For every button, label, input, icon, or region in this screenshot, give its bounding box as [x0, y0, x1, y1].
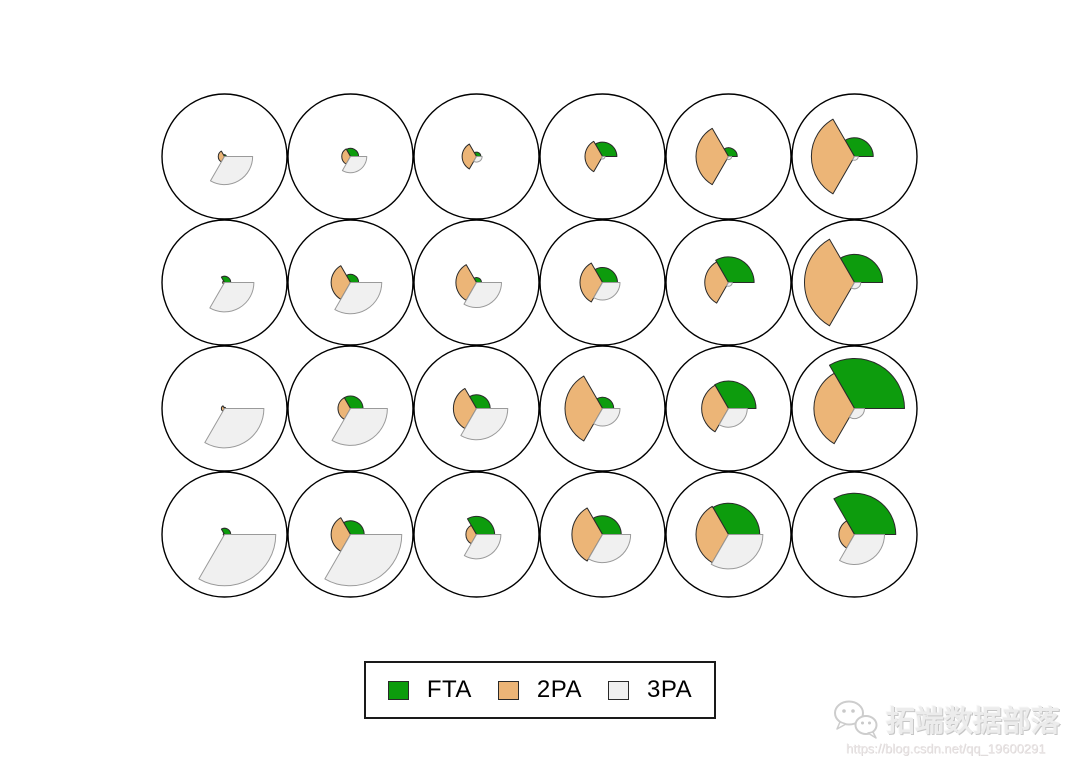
watermark-brand: 拓端数据部落 [886, 706, 1061, 738]
sector-2pa [695, 505, 729, 564]
rose-cell-r3-c4 [539, 345, 666, 472]
sector-2pa [704, 261, 729, 304]
sector-2pa [330, 265, 351, 300]
rose-cell-r2-c3 [413, 219, 540, 346]
rose-cell-r1-c3 [413, 93, 540, 220]
rose-cell-r2-c4 [539, 219, 666, 346]
sector-3pa [710, 534, 764, 570]
3pa-swatch-icon [608, 680, 630, 700]
sector-3pa [334, 282, 383, 315]
legend-label-3pa: 3PA [647, 676, 693, 703]
sector-3pa [726, 156, 733, 161]
sector-2pa [701, 384, 729, 433]
sector-2pa [564, 375, 603, 442]
rose-cell-r4-c6 [791, 471, 918, 598]
sector-2pa [571, 507, 603, 562]
rose-cell-r1-c4 [539, 93, 666, 220]
fta-swatch-icon [387, 680, 409, 700]
rose-cell-r4-c5 [665, 471, 792, 598]
sector-3pa [587, 534, 632, 564]
rose-cell-r1-c1 [161, 93, 288, 220]
rose-cell-r3-c6 [791, 345, 918, 472]
sector-3pa [849, 408, 865, 419]
sector-3pa [473, 156, 483, 163]
legend-item-2pa: 2PA [497, 676, 583, 704]
2pa-swatch-icon [497, 680, 519, 700]
sector-3pa [204, 408, 265, 449]
sector-2pa [804, 238, 855, 327]
sector-2pa [584, 140, 603, 173]
sector-3pa [839, 534, 885, 565]
rose-cell-r3-c5 [665, 345, 792, 472]
sector-2pa [455, 264, 477, 301]
sector-3pa [209, 282, 255, 313]
rose-cell-r4-c2 [287, 471, 414, 598]
sector-3pa [852, 156, 859, 161]
sector-3pa [600, 156, 606, 160]
sector-3pa [463, 534, 502, 560]
rose-cell-r3-c2 [287, 345, 414, 472]
sector-3pa [331, 408, 388, 446]
rose-cell-r3-c3 [413, 345, 540, 472]
sector-fta [829, 358, 905, 409]
rose-cell-r1-c6 [791, 93, 918, 220]
sector-3pa [463, 282, 502, 308]
sector-3pa [341, 156, 368, 174]
wechat-icon [834, 700, 878, 739]
sector-2pa [813, 372, 855, 445]
sector-fta [712, 502, 761, 535]
sector-2pa [461, 143, 477, 170]
watermark-url: https://blog.csdn.net/qq_19600291 [846, 741, 1046, 756]
sector-2pa [810, 118, 855, 195]
sector-3pa [593, 282, 621, 301]
sector-3pa [324, 534, 403, 587]
rose-cell-r2-c5 [665, 219, 792, 346]
rose-cell-r4-c3 [413, 471, 540, 598]
legend-item-fta: FTA [387, 676, 472, 704]
rose-cell-r2-c1 [161, 219, 288, 346]
legend-item-3pa: 3PA [608, 676, 692, 704]
rose-cell-r2-c6 [791, 219, 918, 346]
rose-cell-r4-c1 [161, 471, 288, 598]
sector-3pa [718, 408, 748, 428]
sector-2pa [330, 517, 351, 552]
rose-cell-r3-c1 [161, 345, 288, 472]
rose-cell-r1-c5 [665, 93, 792, 220]
sector-2pa [452, 387, 477, 430]
rose-cell-r1-c2 [287, 93, 414, 220]
sector-2pa [695, 127, 729, 186]
sector-3pa [209, 156, 254, 186]
legend-label-fta: FTA [426, 676, 472, 703]
sector-3pa [850, 282, 862, 290]
watermark: 拓端数据部落 https://blog.csdn.net/qq_19600291 [832, 698, 1078, 756]
sector-2pa [838, 520, 855, 549]
chart-legend: FTA 2PA 3PA [364, 661, 716, 719]
sector-3pa [198, 534, 277, 587]
legend-label-2pa: 2PA [536, 676, 583, 703]
sector-3pa [460, 408, 509, 441]
rose-cell-r2-c2 [287, 219, 414, 346]
sector-3pa [593, 408, 621, 427]
rose-cell-r4-c4 [539, 471, 666, 598]
sector-fta [833, 492, 897, 535]
sector-3pa [726, 282, 733, 287]
